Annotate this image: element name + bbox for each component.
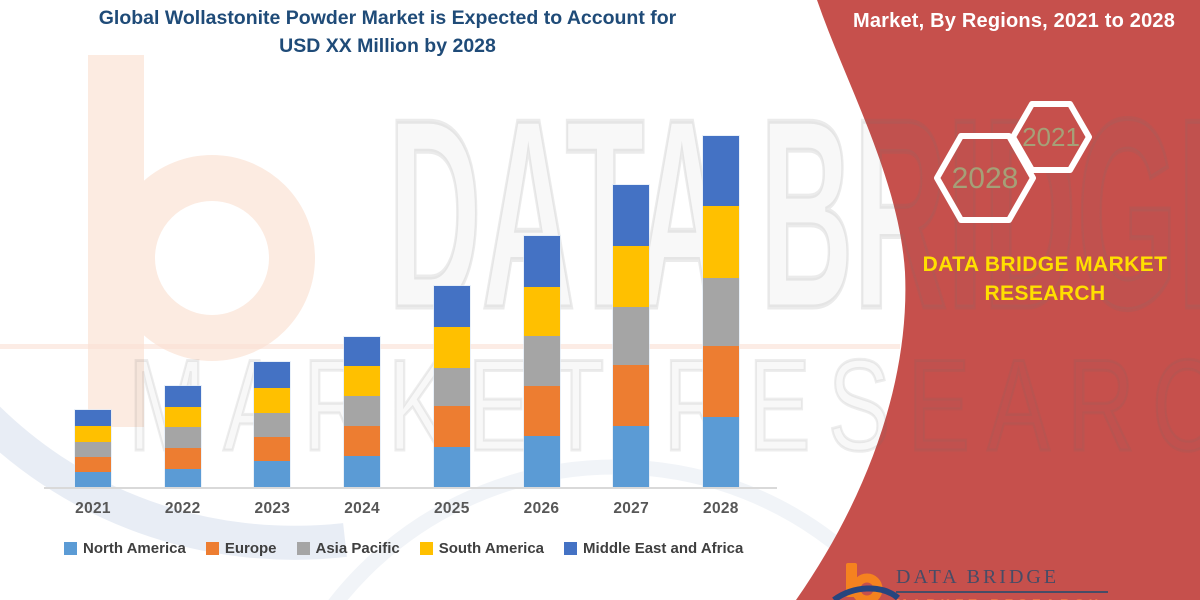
- legend-item: Middle East and Africa: [564, 540, 743, 557]
- hexagon-2021-label: 2021: [1022, 122, 1080, 152]
- bar-segment-2021: [75, 410, 111, 426]
- bar-segment-2022: [164, 427, 201, 448]
- bar-segment-2027: [613, 246, 650, 307]
- legend-item: South America: [419, 540, 545, 557]
- legend-swatch: [205, 542, 219, 555]
- legend-label: South America: [438, 540, 545, 557]
- bar-segment-2021: [75, 472, 111, 488]
- bar-segment-2022: [164, 469, 201, 488]
- x-axis-label-2021: 2021: [75, 500, 111, 517]
- brand-text-line1: DATA BRIDGE MARKET: [922, 253, 1168, 276]
- chart-title-line2: USD XX Million by 2028: [279, 34, 496, 57]
- x-axis-label-2026: 2026: [523, 500, 560, 517]
- banner-caption: Market, By Regions, 2021 to 2028: [852, 10, 1176, 32]
- x-axis-label-2028: 2028: [703, 500, 739, 517]
- hexagon-2028-label: 2028: [952, 162, 1019, 195]
- footer-logo: DATA BRIDGE MARKET RESEARCH: [830, 560, 1200, 600]
- bar-2028: [701, 135, 740, 489]
- x-axis-line: [44, 487, 777, 489]
- bar-segment-2025: [433, 327, 470, 368]
- bar-segment-2026: [523, 287, 560, 336]
- bar-2023: [253, 361, 292, 489]
- stacked-bar-chart: 2021 2022 2023 2024 2025 2026 2027 2028: [74, 135, 740, 517]
- bar-segment-2023: [254, 461, 291, 488]
- watermark-b-bowl: [109, 155, 315, 361]
- footer-logo-swoosh: [832, 585, 900, 600]
- bar-segment-2026: [523, 236, 560, 287]
- bar-segment-2025: [433, 447, 470, 488]
- bar-2021: [74, 409, 112, 489]
- bar-segment-2021: [75, 442, 111, 457]
- chart-title-line1: Global Wollastonite Powder Market is Exp…: [98, 7, 677, 29]
- bar-segment-2023: [254, 413, 291, 437]
- bar-segment-2026: [523, 386, 560, 436]
- bar-segment-2024: [344, 366, 381, 396]
- legend-swatch: [64, 542, 77, 555]
- bar-segment-2021: [75, 426, 111, 442]
- bar-segment-2025: [433, 368, 470, 406]
- bar-segment-2028: [702, 278, 739, 346]
- bar-segment-2027: [613, 426, 650, 488]
- legend-item: Europe: [205, 540, 277, 557]
- legend-label: Middle East and Africa: [583, 540, 744, 557]
- bar-segment-2024: [344, 337, 381, 366]
- footer-logo-mark: [832, 563, 900, 600]
- bar-segment-2028: [702, 346, 739, 417]
- bar-2027: [612, 184, 651, 489]
- footer-logo-subtitle: MARKET RESEARCH: [896, 596, 1103, 600]
- bar-segment-2027: [613, 307, 650, 365]
- footer-logo-name: DATA BRIDGE: [896, 566, 1060, 588]
- chart-title: Global Wollastonite Powder Market is Exp…: [55, 5, 720, 60]
- x-axis-label-2025: 2025: [433, 500, 470, 517]
- bar-segment-2028: [702, 417, 739, 488]
- bar-segment-2027: [613, 185, 650, 246]
- brand-text: DATA BRIDGE MARKET RESEARCH: [905, 250, 1185, 308]
- hexagon-2028: [934, 133, 1036, 223]
- red-panel-shape: [796, 0, 1200, 600]
- x-axis-label-2022: 2022: [164, 500, 201, 517]
- bar-segment-2028: [702, 136, 739, 206]
- legend-label: Asia Pacific: [315, 540, 400, 557]
- bar-segment-2021: [75, 457, 111, 472]
- bar-segment-2023: [254, 388, 291, 413]
- bar-segment-2024: [344, 426, 381, 456]
- footer-logo-rule: [896, 591, 1108, 593]
- bar-2025: [432, 285, 471, 489]
- bar-segment-2022: [164, 407, 201, 427]
- bar-segment-2024: [344, 456, 381, 488]
- bar-segment-2025: [433, 286, 470, 327]
- bar-2024: [343, 336, 382, 489]
- bar-segment-2023: [254, 362, 291, 388]
- legend-swatch: [564, 542, 578, 555]
- bar-segment-2028: [702, 206, 739, 278]
- watermark-swoosh: [0, 406, 347, 560]
- hexagon-2021: [1010, 101, 1092, 173]
- chart-legend: North America Europe Asia Pacific South Ame…: [64, 540, 743, 557]
- x-axis-label-2023: 2023: [254, 500, 291, 517]
- bar-segment-2022: [164, 386, 201, 407]
- x-axis-label-2027: 2027: [613, 500, 650, 517]
- bar-segment-2026: [523, 436, 560, 488]
- bar-segment-2026: [523, 336, 560, 386]
- legend-item: North America: [64, 540, 186, 557]
- bar-segment-2024: [344, 396, 381, 426]
- x-axis-label-2024: 2024: [344, 500, 380, 517]
- bar-2022: [163, 385, 202, 489]
- legend-item: Asia Pacific: [296, 540, 400, 557]
- bar-segment-2022: [164, 448, 201, 469]
- legend-label: Europe: [224, 540, 277, 557]
- bar-segment-2025: [433, 406, 470, 447]
- bar-2026: [522, 235, 561, 489]
- legend-swatch: [419, 542, 433, 555]
- legend-swatch: [296, 542, 310, 555]
- legend-label: North America: [83, 540, 186, 557]
- bar-segment-2027: [613, 365, 650, 426]
- brand-text-line2: RESEARCH: [984, 282, 1106, 305]
- bar-segment-2023: [254, 437, 291, 461]
